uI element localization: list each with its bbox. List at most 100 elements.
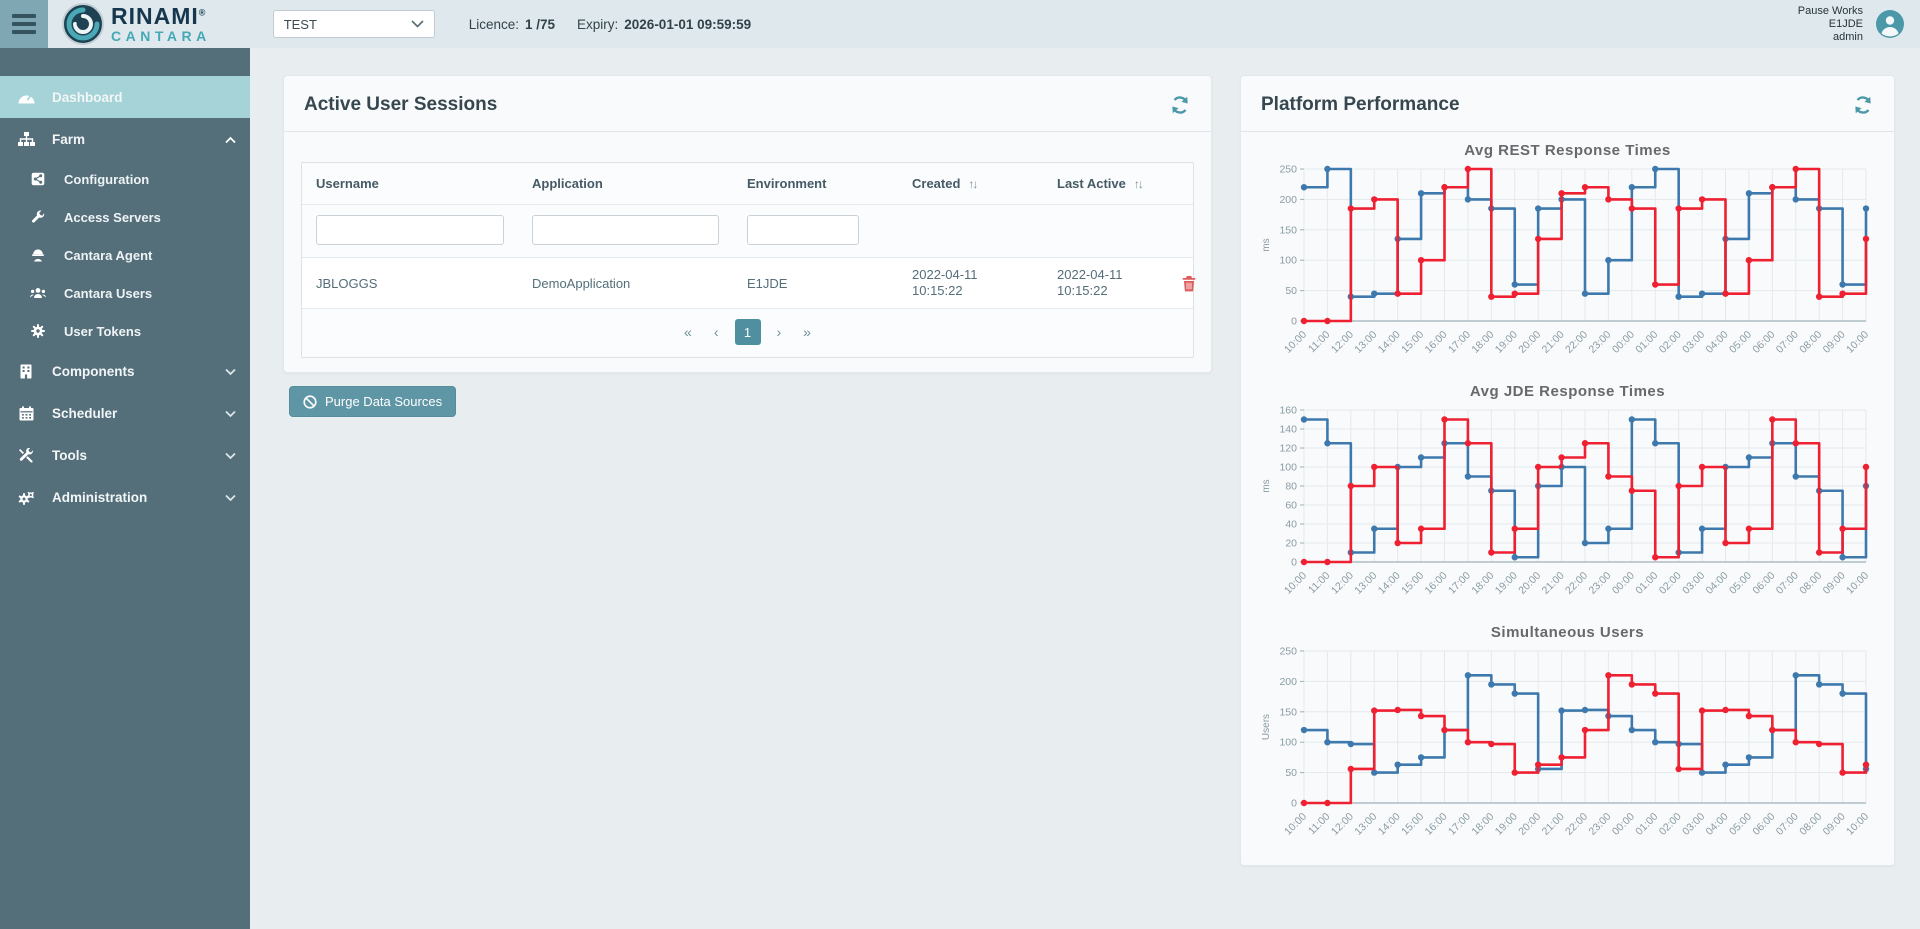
svg-text:08:00: 08:00 xyxy=(1797,329,1824,356)
sidebar-item-components[interactable]: Components xyxy=(0,350,250,392)
refresh-sessions-icon[interactable] xyxy=(1169,94,1191,116)
svg-text:13:00: 13:00 xyxy=(1352,811,1379,838)
svg-text:12:00: 12:00 xyxy=(1328,329,1355,356)
chart-avg-rest-response-times: Avg REST Response Times 0 50 100 150 200 250 1… xyxy=(1241,142,1894,373)
environment-select[interactable]: TEST xyxy=(272,10,435,38)
dashboard-gauge-icon xyxy=(16,90,36,105)
column-header-environment: Environment xyxy=(747,176,827,191)
topbar: RINAMI® CANTARA TEST Licence: 1 /75 Expi… xyxy=(0,0,1920,48)
username-filter-input[interactable] xyxy=(316,215,504,245)
svg-text:200: 200 xyxy=(1279,194,1297,206)
building-icon xyxy=(16,364,36,379)
svg-text:100: 100 xyxy=(1279,255,1297,267)
svg-text:22:00: 22:00 xyxy=(1563,329,1590,356)
sessions-card-title: Active User Sessions xyxy=(304,94,498,115)
sidebar-item-configuration[interactable]: Configuration xyxy=(0,160,250,198)
sidebar-item-dashboard[interactable]: Dashboard xyxy=(0,76,250,118)
expiry-value: 2026-01-01 09:59:59 xyxy=(624,16,752,32)
svg-text:40: 40 xyxy=(1285,519,1297,531)
svg-text:07:00: 07:00 xyxy=(1773,570,1800,597)
svg-text:17:00: 17:00 xyxy=(1445,329,1472,356)
column-header-application: Application xyxy=(532,176,603,191)
svg-text:07:00: 07:00 xyxy=(1773,811,1800,838)
svg-text:04:00: 04:00 xyxy=(1703,811,1730,838)
card-divider xyxy=(284,131,1211,132)
pagination-first-icon[interactable]: « xyxy=(684,324,692,340)
svg-text:19:00: 19:00 xyxy=(1492,811,1519,838)
svg-text:05:00: 05:00 xyxy=(1726,570,1753,597)
sort-icon[interactable]: ↑↓ xyxy=(1133,176,1144,191)
cell-last-active: 2022-04-11 10:15:22 xyxy=(1057,267,1123,298)
svg-text:80: 80 xyxy=(1285,481,1297,493)
sidebar-item-administration[interactable]: Administration xyxy=(0,476,250,518)
svg-text:09:00: 09:00 xyxy=(1820,811,1847,838)
sidebar-item-farm[interactable]: Farm xyxy=(0,118,250,160)
pagination: « ‹ 1 › » xyxy=(302,308,1193,357)
svg-text:03:00: 03:00 xyxy=(1680,811,1707,838)
column-header-last-active[interactable]: Last Active ↑↓ xyxy=(1057,176,1144,191)
platform-performance-card: Platform Performance Avg REST Response T… xyxy=(1240,75,1895,866)
application-filter-input[interactable] xyxy=(532,215,719,245)
svg-text:60: 60 xyxy=(1285,500,1297,512)
svg-text:12:00: 12:00 xyxy=(1328,570,1355,597)
sidebar-item-label: Components xyxy=(52,363,135,379)
column-header-created[interactable]: Created ↑↓ xyxy=(912,176,978,191)
svg-text:Users: Users xyxy=(1261,714,1272,740)
hamburger-menu-button[interactable] xyxy=(0,0,48,48)
users-icon xyxy=(30,287,46,299)
svg-text:23:00: 23:00 xyxy=(1586,570,1613,597)
pause-works-link[interactable]: Pause Works xyxy=(1797,4,1863,17)
svg-text:06:00: 06:00 xyxy=(1750,329,1777,356)
svg-text:100: 100 xyxy=(1279,462,1297,474)
svg-text:0: 0 xyxy=(1291,316,1297,328)
avatar[interactable] xyxy=(1875,9,1905,39)
svg-text:11:00: 11:00 xyxy=(1306,811,1333,838)
chart-simultaneous-users: Simultaneous Users 0 50 100 150 200 250 10:00 1… xyxy=(1241,624,1894,855)
performance-card-title: Platform Performance xyxy=(1261,94,1460,115)
svg-text:10:00: 10:00 xyxy=(1844,329,1871,356)
svg-text:09:00: 09:00 xyxy=(1820,329,1847,356)
svg-text:08:00: 08:00 xyxy=(1797,811,1824,838)
sidebar-item-access-servers[interactable]: Access Servers xyxy=(0,198,250,236)
svg-text:08:00: 08:00 xyxy=(1797,570,1824,597)
sidebar-item-cantara-agent[interactable]: Cantara Agent xyxy=(0,236,250,274)
svg-text:12:00: 12:00 xyxy=(1328,811,1355,838)
active-user-sessions-card: Active User Sessions Username Applicatio… xyxy=(283,75,1212,373)
delete-session-icon[interactable] xyxy=(1181,275,1197,292)
purge-data-sources-button[interactable]: Purge Data Sources xyxy=(289,386,457,417)
svg-text:07:00: 07:00 xyxy=(1773,329,1800,356)
svg-text:17:00: 17:00 xyxy=(1445,811,1472,838)
tools-icon xyxy=(16,447,36,463)
sidebar-item-label: Tools xyxy=(52,447,87,463)
step-line-chart: 02040608010012014016010:0011:0012:0013:0… xyxy=(1261,405,1871,597)
svg-text:05:00: 05:00 xyxy=(1726,811,1753,838)
svg-text:20:00: 20:00 xyxy=(1516,329,1543,356)
sidebar-item-user-tokens[interactable]: User Tokens xyxy=(0,312,250,350)
table-filter-row xyxy=(302,204,1193,257)
brand-logo: RINAMI® CANTARA xyxy=(62,3,211,45)
chevron-down-icon xyxy=(411,20,424,28)
svg-text:14:00: 14:00 xyxy=(1375,329,1402,356)
refresh-performance-icon[interactable] xyxy=(1852,94,1874,116)
main-content: Active User Sessions Username Applicatio… xyxy=(250,48,1920,929)
pagination-prev-icon[interactable]: ‹ xyxy=(713,324,719,340)
svg-text:16:00: 16:00 xyxy=(1422,811,1449,838)
svg-text:13:00: 13:00 xyxy=(1352,329,1379,356)
sidebar-item-tools[interactable]: Tools xyxy=(0,434,250,476)
licence-label: Licence: xyxy=(468,16,519,32)
licence-value: 1 /75 xyxy=(524,16,556,32)
environment-filter-input[interactable] xyxy=(747,215,859,245)
pagination-next-icon[interactable]: › xyxy=(776,324,782,340)
sidebar-item-cantara-users[interactable]: Cantara Users xyxy=(0,274,250,312)
svg-text:18:00: 18:00 xyxy=(1469,329,1496,356)
sort-icon[interactable]: ↑↓ xyxy=(968,176,978,191)
share-square-icon xyxy=(30,172,46,186)
pagination-last-icon[interactable]: » xyxy=(803,324,811,340)
svg-text:15:00: 15:00 xyxy=(1399,570,1426,597)
pagination-page-current[interactable]: 1 xyxy=(734,319,761,345)
svg-text:11:00: 11:00 xyxy=(1306,329,1333,356)
card-divider xyxy=(1241,131,1894,132)
sidebar-item-label: Cantara Users xyxy=(64,285,153,301)
chevron-up-icon xyxy=(225,132,236,147)
sidebar-item-scheduler[interactable]: Scheduler xyxy=(0,392,250,434)
